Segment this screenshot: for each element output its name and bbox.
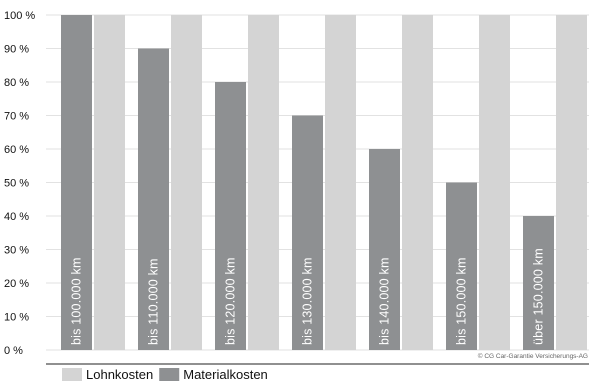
y-tick-label: 60 % [4, 144, 29, 156]
bars [61, 15, 587, 350]
bar-materialkosten [446, 182, 477, 350]
bar-lohnkosten [479, 15, 510, 350]
bar-materialkosten [369, 149, 400, 350]
bar-lohnkosten [248, 15, 279, 350]
bar-category-label: über 150.000 km [532, 248, 546, 345]
copyright-note: © CG Car-Garantie Versicherungs-AG [478, 352, 588, 360]
bar-category-labels: bis 100.000 km bis 110.000 km bis 120.000 … [70, 248, 546, 345]
bar-lohnkosten [402, 15, 433, 350]
y-tick-label: 20 % [4, 278, 29, 290]
y-tick-label: 40 % [4, 211, 29, 223]
bar-materialkosten [523, 216, 554, 350]
y-tick-label: 50 % [4, 178, 29, 190]
bar-materialkosten [215, 82, 246, 350]
y-axis-ticks: 0 % 10 % 20 % 30 % 40 % 50 % 60 % 70 % 80 % 90 % 1… [4, 10, 35, 357]
bar-lohnkosten [94, 15, 125, 350]
y-tick-label: 100 % [4, 10, 35, 22]
bar-lohnkosten [325, 15, 356, 350]
legend-swatch [62, 368, 82, 381]
y-tick-label: 0 % [4, 345, 23, 357]
y-tick-label: 70 % [4, 111, 29, 123]
bar-category-label: bis 100.000 km [70, 257, 84, 345]
legend-label: Materialkosten [183, 367, 268, 382]
bar-materialkosten [61, 15, 92, 350]
legend: Lohnkosten Materialkosten [62, 367, 268, 382]
bar-materialkosten [292, 115, 323, 350]
y-tick-label: 80 % [4, 77, 29, 89]
bar-category-label: bis 110.000 km [147, 258, 161, 345]
bar-category-label: bis 120.000 km [224, 257, 238, 345]
bar-lohnkosten [171, 15, 202, 350]
bar-category-label: bis 150.000 km [455, 257, 469, 345]
bar-lohnkosten [556, 15, 587, 350]
y-tick-label: 10 % [4, 312, 29, 324]
y-tick-label: 90 % [4, 44, 29, 56]
bar-category-label: bis 130.000 km [301, 257, 315, 345]
legend-label: Lohnkosten [86, 367, 153, 382]
legend-swatch [159, 368, 180, 381]
bar-category-label: bis 140.000 km [378, 257, 392, 345]
y-tick-label: 30 % [4, 245, 29, 257]
bar-materialkosten [138, 48, 169, 350]
